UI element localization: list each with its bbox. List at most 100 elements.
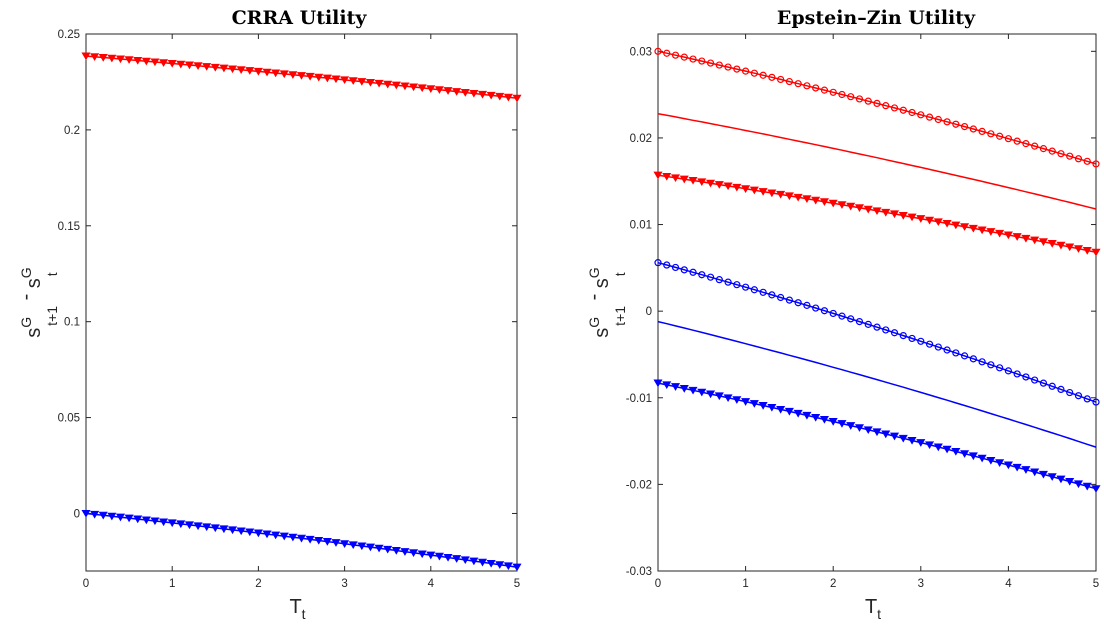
panel-epstein-zin-utility-series-0-point — [1074, 155, 1083, 163]
panel-epstein-zin-utility-ytick-label: 0.03 — [630, 46, 652, 58]
panel-epstein-zin-utility-series-2-point — [1056, 241, 1066, 250]
panel-epstein-zin-utility-series-5-point — [802, 411, 812, 420]
panel-epstein-zin-utility-series-5-point — [968, 452, 978, 461]
panel-crra-utility-series-1-point — [253, 529, 263, 538]
panel-epstein-zin-utility-series-5-point — [688, 386, 698, 395]
panel-crra-utility-series-0-point — [434, 86, 444, 94]
panel-epstein-zin-utility-series-5-point — [732, 396, 742, 404]
panel-epstein-zin-utility-series-5-point — [828, 418, 838, 426]
panel-epstein-zin-utility-series-5-point — [986, 456, 996, 465]
panel-crra-utility-series-0-point — [305, 72, 315, 81]
ylabel-sup2: G — [18, 267, 34, 278]
panel-epstein-zin-utility-series-3-point — [960, 352, 969, 360]
panel-crra-utility-series-0-point — [288, 71, 298, 79]
panel-epstein-zin-utility-title: Epstein–Zin Utility — [777, 7, 976, 29]
panel-epstein-zin-utility-series-3-point — [1057, 385, 1065, 394]
ylabel-base: s — [23, 328, 45, 338]
panel-epstein-zin-utility-series-3-point — [777, 293, 785, 302]
panel-epstein-zin-utility-series-0-point — [917, 111, 925, 119]
panel-crra-utility-series-0-point — [81, 52, 91, 61]
ylabel-sub1: t+1 — [44, 306, 60, 326]
panel-epstein-zin-utility-series-3-point — [680, 266, 688, 274]
panel-epstein-zin-utility-series-3-point — [1092, 398, 1100, 406]
panel-crra-utility-series-0-point — [115, 55, 126, 64]
ylabel-sup1: G — [18, 317, 34, 328]
panel-crra-utility-series-1-point — [434, 552, 444, 561]
panel-epstein-zin-utility-series-2-point — [811, 196, 821, 205]
panel-epstein-zin-utility-series-2-point — [916, 215, 926, 223]
panel-crra-utility-series-1-point — [159, 518, 169, 527]
panel-crra-utility-series-1-point — [167, 519, 177, 528]
panel-epstein-zin-utility-series-0-point — [996, 132, 1004, 140]
panel-epstein-zin-utility-series-0-point — [785, 77, 794, 86]
panel-crra-utility-series-0-point — [374, 79, 384, 88]
panel-crra-utility-xtick-label: 5 — [514, 578, 520, 590]
panel-epstein-zin-utility-series-3-point — [855, 318, 864, 326]
panel-crra-utility-series-0-point — [460, 89, 470, 97]
panel-epstein-zin-utility-series-3-point — [1083, 395, 1091, 403]
panel-crra-utility-series-1-point — [184, 521, 194, 530]
panel-crra-utility-title: CRRA Utility — [232, 7, 368, 29]
panel-crra-utility-xtick-label: 3 — [341, 578, 347, 590]
panel-epstein-zin-utility-series-5-point — [1038, 470, 1048, 479]
panel-epstein-zin-utility-series-0-point — [855, 95, 864, 103]
panel-epstein-zin-utility-ytick-label: -0.03 — [626, 566, 652, 578]
panel-epstein-zin-utility-series-5-point — [776, 405, 786, 414]
panel-epstein-zin-utility-series-2-point — [653, 171, 663, 180]
panel-epstein-zin-utility-series-3-point — [750, 286, 758, 294]
panel-epstein-zin-utility-series-2-point — [881, 208, 891, 217]
panel-epstein-zin-utility-series-2-point — [1082, 246, 1092, 255]
panel-crra-utility-series-0-point — [90, 53, 100, 61]
panel-epstein-zin-utility-series-0-point — [969, 125, 977, 133]
panel-epstein-zin-utility-series-0 — [654, 47, 1100, 168]
panel-crra-utility-series-1-point — [512, 563, 522, 572]
panel-epstein-zin-utility-series-5-point — [706, 390, 716, 399]
panel-epstein-zin-utility-series-5-point — [758, 402, 768, 410]
panel-epstein-zin-utility-series-3-point — [873, 323, 881, 331]
panel-epstein-zin-utility-series-0-point — [908, 108, 916, 117]
panel-epstein-zin-utility-xtick-label: 4 — [1005, 578, 1012, 590]
panel-epstein-zin-utility-series-2-point — [1003, 231, 1013, 240]
panel-epstein-zin-utility-ytick-label: 0.01 — [630, 220, 652, 232]
panel-epstein-zin-utility-series-2-point — [802, 195, 812, 203]
panel-epstein-zin-utility-series-5-point — [784, 407, 794, 416]
panel-crra-utility-series-0-point — [331, 75, 341, 84]
panel-crra-utility-series-0-point — [253, 67, 263, 76]
panel-crra-utility-series-0-point — [150, 58, 160, 67]
panel-epstein-zin-utility-series-3-point — [890, 329, 899, 337]
panel-epstein-zin-utility-series-2-point — [986, 228, 996, 236]
panel-crra-utility-series-1-point — [495, 561, 505, 569]
panel-epstein-zin-utility-xlabel: Tt — [865, 596, 881, 622]
panel-crra-utility-series-0-point — [245, 67, 255, 75]
panel-crra-utility-series-1-point — [141, 516, 151, 525]
panel-crra-utility-series-1-point — [469, 557, 479, 566]
panel-epstein-zin-utility-series-2-point — [1012, 233, 1022, 241]
panel-epstein-zin-utility-series-3-point — [812, 304, 820, 312]
ylabel-base: s — [23, 278, 45, 288]
panel-epstein-zin-utility-series-5-point — [951, 447, 961, 456]
panel-epstein-zin-utility-series-0-point — [838, 90, 846, 99]
panel-crra-utility-series-0-point — [426, 85, 436, 93]
panel-epstein-zin-utility-series-5-point — [749, 400, 759, 408]
panel-crra-utility-series-0-point — [503, 93, 513, 102]
panel-epstein-zin-utility-series-3-point — [706, 273, 715, 281]
panel-epstein-zin-utility-series-5 — [653, 379, 1101, 493]
panel-epstein-zin-utility-series-2-point — [898, 211, 908, 220]
panel-crra-utility-series-1-point — [340, 540, 350, 548]
panel-epstein-zin-utility-series-5-point — [916, 439, 926, 447]
panel-epstein-zin-utility-series-3-point — [838, 312, 846, 320]
panel-epstein-zin-utility-series-3-point — [1074, 392, 1083, 400]
xlabel-main: T — [289, 596, 301, 618]
panel-epstein-zin-utility-series-2-point — [925, 216, 935, 225]
panel-epstein-zin-utility-series-3-point — [908, 334, 916, 343]
panel-crra-utility-series-0-point — [124, 56, 134, 64]
panel-epstein-zin-utility-series-3-point — [864, 320, 872, 328]
panel-epstein-zin-utility-series-2-point — [942, 219, 952, 228]
panel-epstein-zin-utility-series-2-point — [863, 205, 873, 214]
ylabel-sup2: G — [586, 267, 602, 278]
panel-epstein-zin-utility-series-0-point — [899, 106, 907, 114]
panel-crra-utility-series-1-point — [452, 555, 462, 563]
panel-epstein-zin-utility-series-5-point — [723, 394, 733, 403]
panel-epstein-zin-utility-series-2-point — [828, 199, 838, 208]
